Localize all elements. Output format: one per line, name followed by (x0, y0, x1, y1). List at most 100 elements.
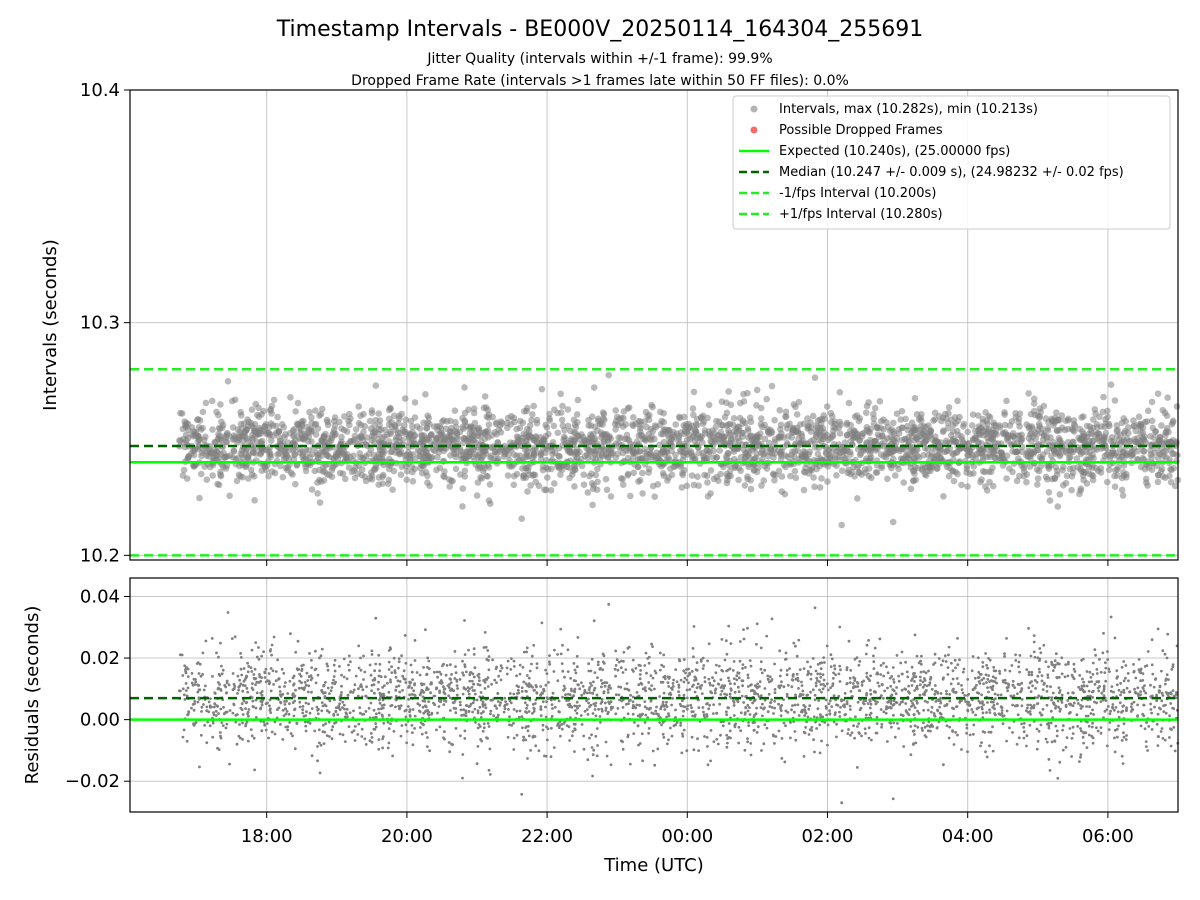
residual-point (397, 657, 401, 660)
interval-point (395, 420, 402, 427)
residual-point (295, 721, 299, 725)
residual-point (407, 697, 410, 701)
residual-point (865, 643, 869, 647)
residual-point (599, 720, 602, 724)
interval-point (508, 463, 515, 470)
residual-point (1022, 722, 1026, 725)
residual-point (1169, 702, 1173, 705)
interval-point (292, 480, 299, 488)
interval-point (1113, 422, 1121, 429)
residual-point (631, 700, 635, 704)
residual-point (319, 743, 323, 747)
interval-point (761, 462, 769, 470)
residual-point (1078, 760, 1081, 763)
interval-point (551, 480, 558, 487)
interval-point (574, 419, 581, 426)
residual-point (895, 686, 898, 689)
residual-point (785, 673, 789, 677)
interval-point (182, 431, 190, 439)
residual-point (251, 699, 255, 703)
residual-point (658, 651, 662, 655)
residual-point (809, 665, 812, 669)
residual-point (1139, 690, 1142, 693)
residual-point (260, 729, 264, 733)
interval-point (355, 403, 363, 410)
interval-point (791, 467, 799, 475)
interval-point (350, 467, 358, 474)
interval-point (529, 411, 536, 418)
residual-point (274, 670, 278, 673)
interval-point (902, 415, 909, 423)
residual-point (645, 671, 648, 675)
residual-point (1056, 776, 1060, 780)
residual-point (193, 700, 197, 703)
residual-point (359, 668, 363, 672)
residual-point (733, 690, 737, 694)
residual-point (596, 660, 600, 664)
interval-point (892, 472, 899, 479)
interval-point (274, 451, 281, 459)
y-tick-label: 10.2 (80, 545, 120, 566)
residual-point (395, 685, 398, 689)
interval-point (939, 428, 947, 436)
interval-point (1046, 497, 1054, 504)
interval-point (1100, 393, 1107, 401)
interval-point (645, 451, 653, 458)
residual-point (791, 704, 794, 707)
interval-point (854, 464, 861, 471)
interval-point (927, 427, 935, 435)
interval-point (1093, 421, 1101, 428)
residual-point (801, 689, 805, 693)
residual-point (641, 759, 644, 763)
residual-point (470, 686, 474, 689)
residual-point (1172, 726, 1176, 729)
residual-point (1060, 693, 1064, 697)
residual-point (929, 729, 932, 733)
residual-point (1141, 712, 1145, 716)
interval-point (293, 420, 301, 428)
interval-point (620, 408, 628, 415)
interval-point (1056, 491, 1064, 498)
residual-point (978, 673, 982, 676)
residual-point (746, 626, 749, 630)
residual-point (736, 671, 740, 675)
residual-point (541, 700, 545, 704)
interval-point (945, 404, 953, 411)
residual-point (415, 671, 419, 674)
residual-point (297, 686, 301, 690)
interval-point (1144, 482, 1151, 489)
residual-point (691, 685, 694, 688)
residual-point (765, 634, 769, 638)
residual-point (525, 706, 528, 710)
residual-point (727, 679, 731, 683)
residual-point (1120, 739, 1124, 742)
residual-point (879, 673, 883, 676)
interval-point (347, 415, 354, 422)
interval-point (248, 406, 256, 414)
interval-point (484, 473, 491, 480)
residual-point (688, 688, 692, 691)
residual-point (1070, 755, 1073, 758)
residual-point (471, 710, 474, 714)
residual-point (1151, 672, 1155, 676)
interval-point (214, 480, 221, 488)
residual-point (919, 670, 923, 674)
residual-point (1050, 696, 1054, 700)
interval-point (928, 453, 935, 460)
interval-point (203, 452, 210, 459)
interval-point (196, 417, 204, 424)
residual-point (478, 679, 481, 683)
interval-point (889, 436, 896, 443)
interval-point (594, 465, 601, 473)
interval-point (409, 478, 417, 485)
residual-point (1099, 700, 1103, 703)
interval-point (195, 424, 203, 431)
interval-point (550, 422, 558, 430)
interval-point (217, 468, 224, 476)
residual-point (832, 694, 836, 698)
residual-point (265, 722, 269, 725)
residual-point (906, 675, 910, 679)
residual-point (826, 743, 829, 747)
residual-point (342, 675, 346, 679)
interval-point (742, 419, 749, 427)
